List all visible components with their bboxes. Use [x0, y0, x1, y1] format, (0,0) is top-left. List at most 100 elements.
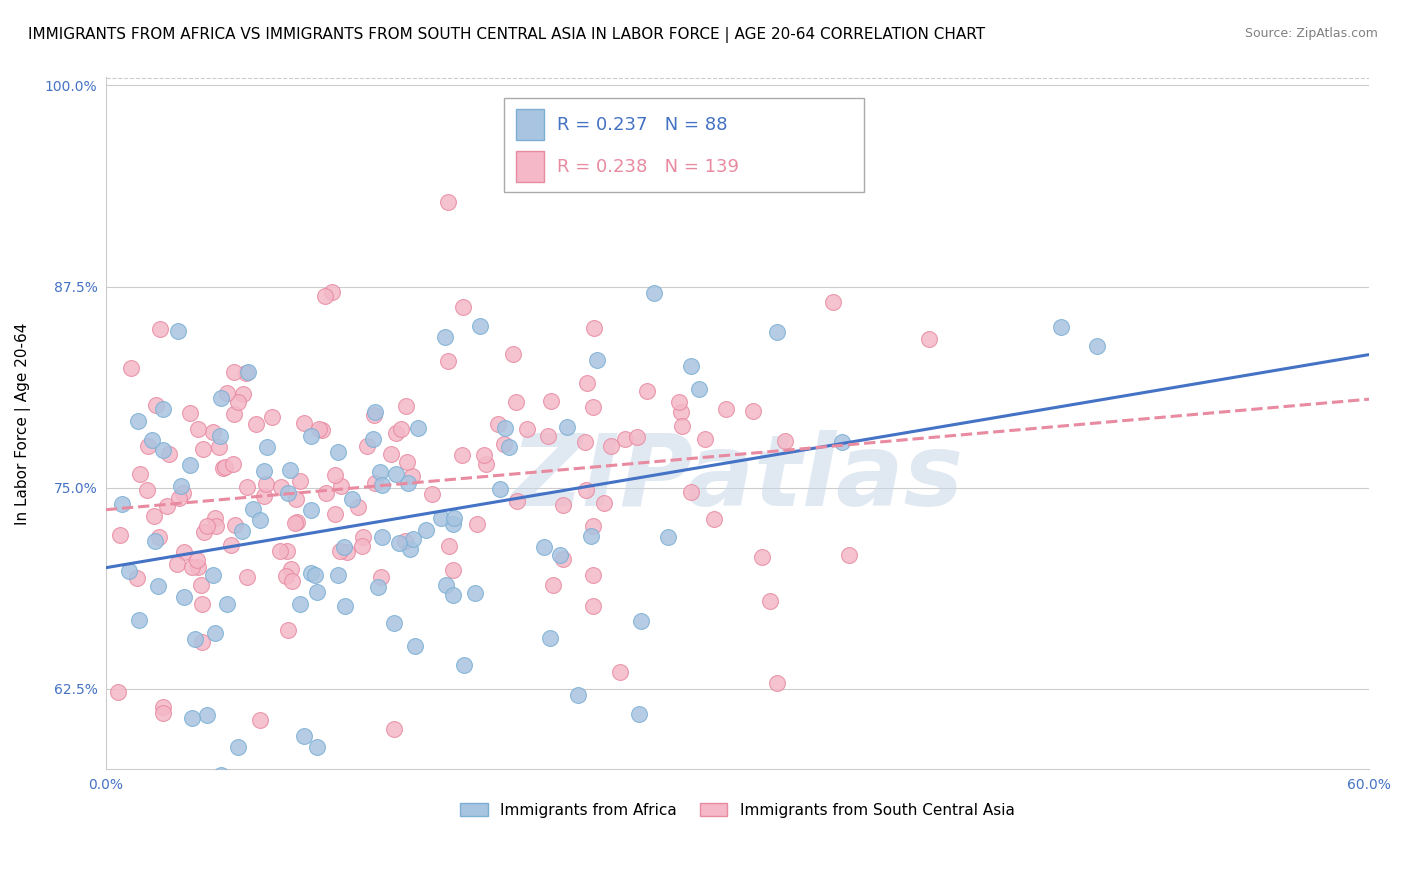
- Point: [202, 425, 225, 439]
- Point: [437, 354, 460, 368]
- Point: [125, 571, 148, 585]
- Point: [574, 435, 596, 450]
- Point: [643, 286, 665, 301]
- Point: [356, 439, 378, 453]
- Point: [276, 544, 298, 558]
- Point: [193, 524, 215, 539]
- Point: [193, 442, 215, 457]
- Point: [759, 594, 782, 608]
- Point: [472, 448, 495, 462]
- Point: [329, 544, 352, 558]
- Point: [430, 510, 453, 524]
- Point: [228, 739, 250, 754]
- Point: [363, 432, 385, 446]
- Point: [838, 548, 860, 562]
- Point: [451, 448, 474, 462]
- Point: [384, 425, 406, 440]
- Point: [396, 475, 419, 490]
- Point: [249, 513, 271, 527]
- Text: R = 0.237   N = 88: R = 0.237 N = 88: [557, 116, 727, 134]
- Point: [170, 479, 193, 493]
- Point: [222, 365, 245, 379]
- Point: [277, 485, 299, 500]
- Point: [582, 599, 605, 614]
- Point: [236, 366, 259, 380]
- Point: [465, 517, 488, 532]
- Point: [311, 423, 333, 437]
- Point: [326, 568, 349, 582]
- Point: [669, 405, 692, 419]
- Point: [288, 474, 311, 488]
- Point: [406, 421, 429, 435]
- Point: [173, 545, 195, 559]
- Point: [766, 325, 789, 339]
- Point: [190, 634, 212, 648]
- Point: [1085, 339, 1108, 353]
- Point: [1049, 320, 1071, 334]
- Point: [315, 486, 337, 500]
- Point: [498, 440, 520, 454]
- Point: [308, 422, 330, 436]
- Point: [630, 614, 652, 628]
- Point: [181, 711, 204, 725]
- Point: [402, 533, 425, 547]
- Point: [389, 422, 412, 436]
- Point: [533, 540, 555, 554]
- Point: [274, 569, 297, 583]
- Point: [242, 501, 264, 516]
- Point: [489, 482, 512, 496]
- Point: [314, 289, 336, 303]
- Point: [179, 406, 201, 420]
- Point: [152, 700, 174, 714]
- Point: [253, 489, 276, 503]
- Point: [326, 445, 349, 459]
- Point: [463, 586, 485, 600]
- Point: [451, 300, 474, 314]
- Point: [668, 395, 690, 409]
- Point: [307, 739, 329, 754]
- Point: [142, 508, 165, 523]
- Point: [553, 498, 575, 512]
- Point: [281, 574, 304, 588]
- Point: [290, 597, 312, 611]
- Point: [681, 359, 703, 373]
- Point: [128, 613, 150, 627]
- Point: [537, 429, 560, 443]
- Point: [214, 459, 236, 474]
- Point: [118, 564, 141, 578]
- Point: [506, 494, 529, 508]
- Point: [195, 708, 218, 723]
- Point: [173, 590, 195, 604]
- Point: [703, 512, 725, 526]
- Point: [254, 477, 277, 491]
- Bar: [516, 151, 544, 182]
- Point: [224, 517, 246, 532]
- Point: [169, 491, 191, 505]
- Point: [172, 486, 194, 500]
- Point: [262, 409, 284, 424]
- Point: [613, 432, 636, 446]
- Point: [191, 597, 214, 611]
- Bar: [516, 109, 544, 140]
- Point: [209, 768, 232, 782]
- Point: [600, 439, 623, 453]
- Point: [152, 443, 174, 458]
- Point: [228, 395, 250, 409]
- Point: [581, 529, 603, 543]
- Point: [277, 623, 299, 637]
- Point: [742, 404, 765, 418]
- Point: [321, 285, 343, 299]
- Point: [540, 394, 562, 409]
- Point: [236, 480, 259, 494]
- Point: [636, 384, 658, 399]
- Point: [370, 478, 392, 492]
- Point: [695, 432, 717, 446]
- Point: [443, 510, 465, 524]
- Point: [305, 585, 328, 599]
- Point: [453, 658, 475, 673]
- Point: [219, 538, 242, 552]
- Point: [575, 483, 598, 497]
- Point: [209, 429, 232, 443]
- Point: [204, 625, 226, 640]
- Point: [245, 417, 267, 432]
